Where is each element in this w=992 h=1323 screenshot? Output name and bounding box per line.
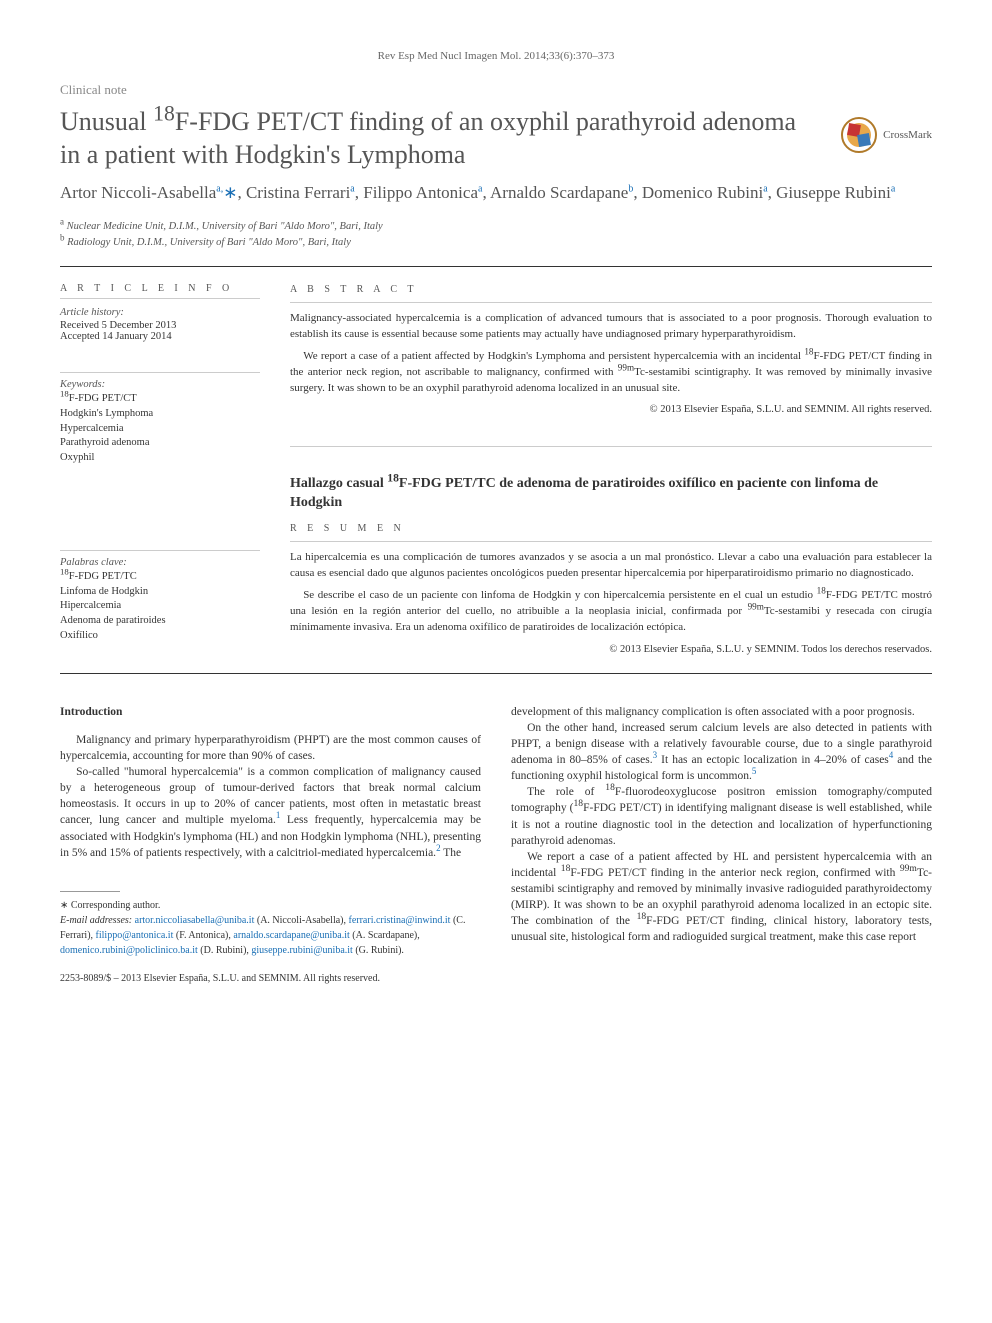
- emails-label: E-mail addresses:: [60, 915, 132, 926]
- palabras-label: Palabras clave:: [60, 557, 260, 568]
- crossmark-icon: [840, 116, 878, 154]
- affiliation-a: a Nuclear Medicine Unit, D.I.M., Univers…: [60, 219, 932, 235]
- keywords-label: Keywords:: [60, 379, 260, 390]
- corresponding-label: ∗ Corresponding author.: [60, 898, 481, 913]
- crossmark-badge[interactable]: CrossMark: [840, 116, 932, 154]
- abstract-copyright: © 2013 Elsevier España, S.L.U. and SEMNI…: [290, 402, 932, 417]
- resumen-p2: Se describe el caso de un paciente con l…: [290, 588, 932, 636]
- crossmark-label: CrossMark: [883, 129, 932, 141]
- author-list: Artor Niccoli-Asabellaa,∗, Cristina Ferr…: [60, 181, 932, 205]
- corresponding-footer: ∗ Corresponding author. E-mail addresses…: [60, 898, 481, 958]
- article-info-heading: A R T I C L E I N F O: [60, 283, 260, 299]
- resumen-heading: R E S U M E N: [290, 522, 932, 542]
- abstract-p1: Malignancy-associated hypercalcemia is a…: [290, 311, 932, 343]
- article-type: Clinical note: [60, 82, 932, 98]
- article-history-label: Article history:: [60, 307, 260, 318]
- abstract-heading: A B S T R A C T: [290, 283, 932, 303]
- palabras-sidebar: Palabras clave: 18F-FDG PET/TCLinfoma de…: [60, 550, 260, 657]
- introduction-heading: Introduction: [60, 704, 481, 720]
- resumen-section: La hipercalcemia es una complicación de …: [290, 550, 932, 657]
- palabras-list: 18F-FDG PET/TCLinfoma de HodgkinHipercal…: [60, 570, 260, 643]
- divider: [60, 673, 932, 674]
- left-column: Introduction Malignancy and primary hype…: [60, 704, 481, 986]
- received-date: Received 5 December 2013: [60, 320, 260, 331]
- issn-line: 2253-8089/$ – 2013 Elsevier España, S.L.…: [60, 972, 481, 986]
- article-info-sidebar: A R T I C L E I N F O Article history: R…: [60, 283, 260, 550]
- footer-separator: [60, 891, 120, 892]
- resumen-copyright: © 2013 Elsevier España, S.L.U. y SEMNIM.…: [290, 642, 932, 657]
- journal-header: Rev Esp Med Nucl Imagen Mol. 2014;33(6):…: [60, 50, 932, 62]
- abstract-p2: We report a case of a patient affected b…: [290, 349, 932, 397]
- affiliation-b: b Radiology Unit, D.I.M., University of …: [60, 235, 932, 251]
- affiliations: a Nuclear Medicine Unit, D.I.M., Univers…: [60, 219, 932, 251]
- body-columns: Introduction Malignancy and primary hype…: [60, 704, 932, 986]
- spanish-title: Hallazgo casual 18F-FDG PET/TC de adenom…: [290, 475, 932, 513]
- right-column: development of this malignancy complicat…: [511, 704, 932, 986]
- left-column-text: Malignancy and primary hyperparathyroidi…: [60, 732, 481, 861]
- article-title: Unusual 18F-FDG PET/CT finding of an oxy…: [60, 106, 820, 171]
- keywords-list: 18F-FDG PET/CTHodgkin's LymphomaHypercal…: [60, 392, 260, 465]
- resumen-p1: La hipercalcemia es una complicación de …: [290, 550, 932, 582]
- abstract-section: A B S T R A C T Malignancy-associated hy…: [290, 283, 932, 550]
- accepted-date: Accepted 14 January 2014: [60, 331, 260, 342]
- divider: [60, 266, 932, 267]
